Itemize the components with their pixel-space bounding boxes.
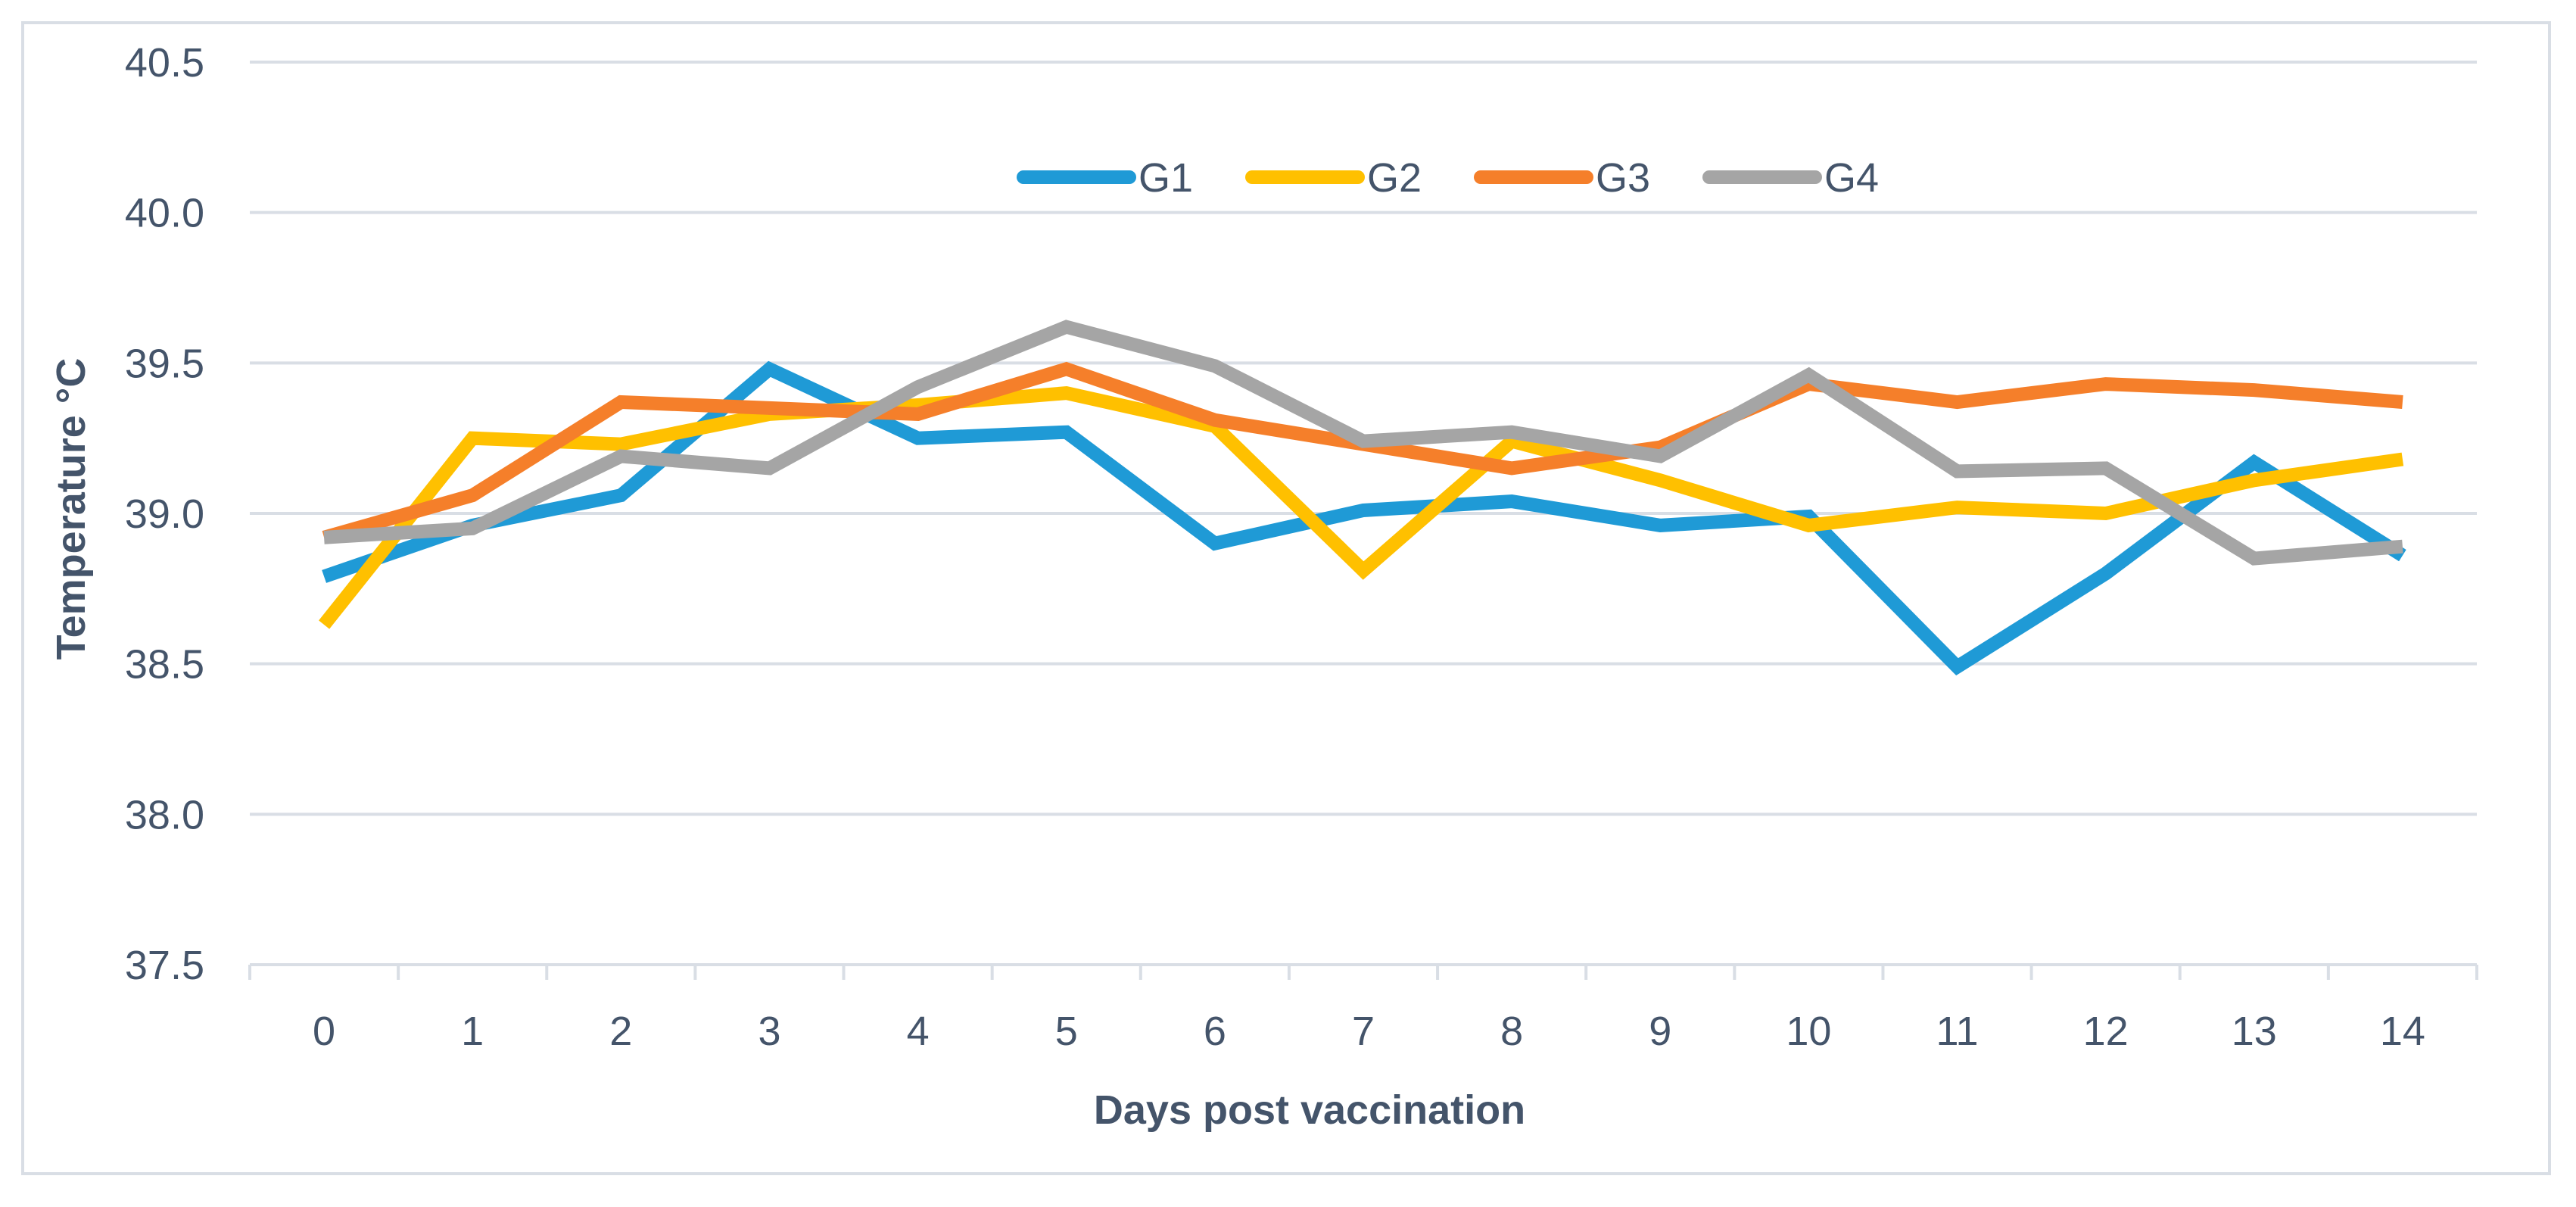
x-axis-title: Days post vaccination: [1094, 1087, 1525, 1133]
x-tick-label: 6: [1204, 1009, 1226, 1054]
x-tick-label: 10: [1786, 1009, 1831, 1054]
series-line-g2: [319, 386, 2404, 629]
legend-label-g4: G4: [1824, 155, 1879, 201]
x-tick-label: 11: [1936, 1009, 1979, 1054]
y-tick-label: 39.5: [125, 341, 204, 386]
x-tick-label: 0: [313, 1009, 335, 1054]
x-tick-label: 2: [609, 1009, 632, 1054]
x-tick-label: 7: [1352, 1009, 1375, 1054]
y-tick-label: 38.5: [125, 642, 204, 688]
y-axis-tick-labels: 37.5 38.0 38.5 39.0 39.5 40.0 40.5: [125, 40, 204, 988]
x-tick-label: 3: [758, 1009, 780, 1054]
legend-label-g1: G1: [1138, 155, 1193, 201]
series-line-g1: [322, 360, 2406, 676]
legend-label-g3: G3: [1596, 155, 1650, 201]
legend: G1 G2 G3 G4: [1017, 155, 1879, 201]
x-tick-label: 4: [907, 1009, 930, 1054]
y-tick-label: 40.0: [125, 191, 204, 236]
x-tick-label: 13: [2232, 1009, 2277, 1054]
x-tick-label: 12: [2083, 1009, 2129, 1054]
y-tick-label: 39.0: [125, 491, 204, 537]
x-tick-label: 8: [1500, 1009, 1523, 1054]
x-tick-label: 9: [1649, 1009, 1671, 1054]
x-tick-label: 14: [2380, 1009, 2425, 1054]
y-tick-label: 38.0: [125, 792, 204, 837]
y-axis-title: Temperature °C: [48, 358, 94, 660]
gridlines: [250, 61, 2477, 816]
x-tick-label: 1: [461, 1009, 484, 1054]
x-tick-label: 5: [1055, 1009, 1078, 1054]
series-line-g4: [323, 320, 2403, 566]
legend-label-g2: G2: [1367, 155, 1422, 201]
series-lines: [319, 320, 2406, 676]
x-axis: 0 1 2 3 4 5 6 7 8 9 10 11 12 13 14: [248, 963, 2478, 1054]
y-tick-label: 37.5: [125, 943, 204, 988]
y-tick-label: 40.5: [125, 40, 204, 86]
